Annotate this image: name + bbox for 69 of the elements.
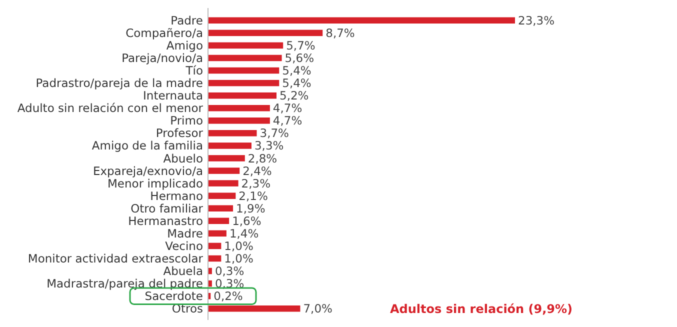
data-label: 8,7% (326, 26, 355, 40)
y-tick-label: Madre (167, 226, 203, 240)
data-label: 1,6% (232, 214, 262, 228)
y-tick-label: Madrastra/pareja del padre (46, 276, 203, 291)
y-tick-label: Compañero/a (126, 26, 203, 40)
bar (208, 230, 226, 237)
data-label: 0,2% (214, 289, 243, 304)
data-label: 1,0% (224, 238, 254, 253)
bar (208, 218, 230, 224)
bar (208, 42, 284, 49)
y-tick-label: Abuelo (163, 151, 203, 166)
y-tick-label: Hermano (150, 188, 203, 203)
bar (208, 92, 277, 99)
bar (208, 180, 238, 186)
data-label: 3,3% (254, 138, 284, 153)
y-tick-label: Monitor actividad extraescolar (28, 252, 204, 266)
y-tick-label: Hermanastro (128, 214, 203, 228)
y-tick-label: Vecino (165, 238, 203, 253)
y-tick-label: Adulto sin relación con el menor (17, 101, 204, 116)
y-tick-label: Expareja/exnovio/a (92, 164, 203, 178)
y-tick-label: Profesor (156, 126, 204, 140)
y-tick-label: Menor implicado (108, 176, 203, 190)
data-label: 5,4% (282, 64, 312, 78)
bar (208, 17, 515, 24)
bar (208, 54, 282, 62)
bar (208, 142, 252, 149)
bar (208, 205, 234, 212)
bar (208, 192, 236, 199)
y-tick-label: Tío (184, 64, 203, 78)
y-tick-label: Pareja/novio/a (122, 51, 203, 66)
bar (208, 242, 222, 250)
bar (208, 118, 270, 124)
y-tick-label: Sacerdote (144, 289, 203, 304)
y-tick-label: Otro familiar (130, 201, 204, 216)
data-label: 7,0% (303, 302, 333, 316)
y-tick-label: Internauta (143, 88, 203, 103)
y-tick-label: Amigo (166, 38, 203, 52)
y-tick-label: Amigo de la familia (92, 138, 203, 153)
data-label: 5,2% (280, 88, 309, 103)
bar (208, 30, 323, 36)
data-label: 4,7% (272, 101, 302, 116)
data-label: 1,4% (229, 226, 259, 240)
bar (208, 80, 280, 86)
data-label: 2,3% (241, 176, 271, 190)
bar (208, 305, 300, 312)
bar (208, 104, 270, 112)
data-label: 5,6% (284, 51, 314, 66)
data-label: 1,0% (224, 252, 254, 266)
bar (208, 168, 240, 174)
y-tick-label: Padrastro/pareja de la madre (36, 76, 203, 90)
data-label: 0,3% (214, 264, 244, 278)
y-tick-label: Padre (170, 13, 203, 28)
bar (208, 155, 245, 162)
data-label: 5,7% (286, 38, 316, 52)
bar (208, 130, 257, 136)
data-label: 0,3% (214, 276, 244, 291)
bar (208, 255, 222, 262)
data-label: 3,7% (260, 126, 290, 140)
y-tick-label: Abuela (163, 264, 203, 278)
data-label: 2,1% (238, 188, 268, 203)
y-tick-label: Primo (170, 114, 203, 128)
annotation: Adultos sin relación (9,9%) (390, 302, 573, 316)
bar (208, 67, 280, 74)
data-label: 2,8% (248, 151, 278, 166)
data-label: 1,9% (236, 201, 266, 216)
data-label: 4,7% (272, 114, 302, 128)
data-label: 23,3% (518, 13, 555, 28)
data-label: 5,4% (282, 76, 312, 90)
data-label: 2,4% (242, 164, 272, 178)
